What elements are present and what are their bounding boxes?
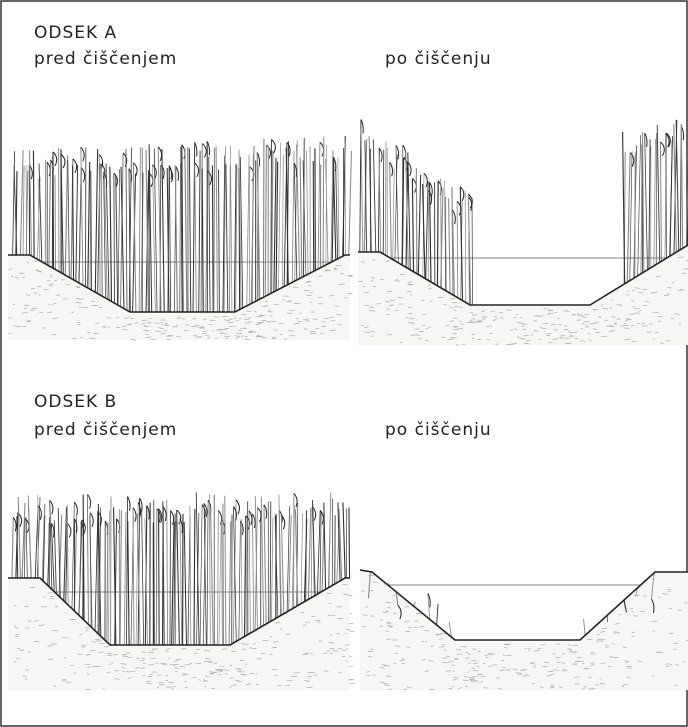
before-label: pred čiščenjem xyxy=(34,49,177,69)
reed xyxy=(170,511,171,645)
soil-texture xyxy=(165,325,169,326)
reed xyxy=(635,152,636,277)
reed xyxy=(53,152,54,269)
reed xyxy=(349,508,350,578)
soil-texture xyxy=(168,658,170,659)
soil-texture xyxy=(268,310,270,311)
reed xyxy=(159,509,160,645)
reed xyxy=(55,175,56,269)
soil-texture xyxy=(520,317,523,318)
reed xyxy=(416,168,417,274)
reed xyxy=(385,141,386,255)
soil-texture xyxy=(92,305,97,306)
reed xyxy=(212,166,213,312)
reed xyxy=(437,181,438,286)
reed xyxy=(33,151,34,258)
before-label: pred čiščenjem xyxy=(34,420,177,440)
soil-texture xyxy=(14,625,16,626)
section-title: ODSEK B xyxy=(34,392,117,412)
section-title: ODSEK A xyxy=(34,23,117,43)
after-label: po čiščenju xyxy=(385,49,492,69)
reed xyxy=(223,504,224,645)
reed xyxy=(666,133,667,258)
soil-texture xyxy=(257,323,260,324)
soil-texture xyxy=(590,652,594,653)
reed xyxy=(194,509,195,645)
after-label: po čiščenju xyxy=(385,420,492,440)
illustration: ODSEK A pred čiščenjem po čiščenju ODSEK… xyxy=(0,0,688,727)
